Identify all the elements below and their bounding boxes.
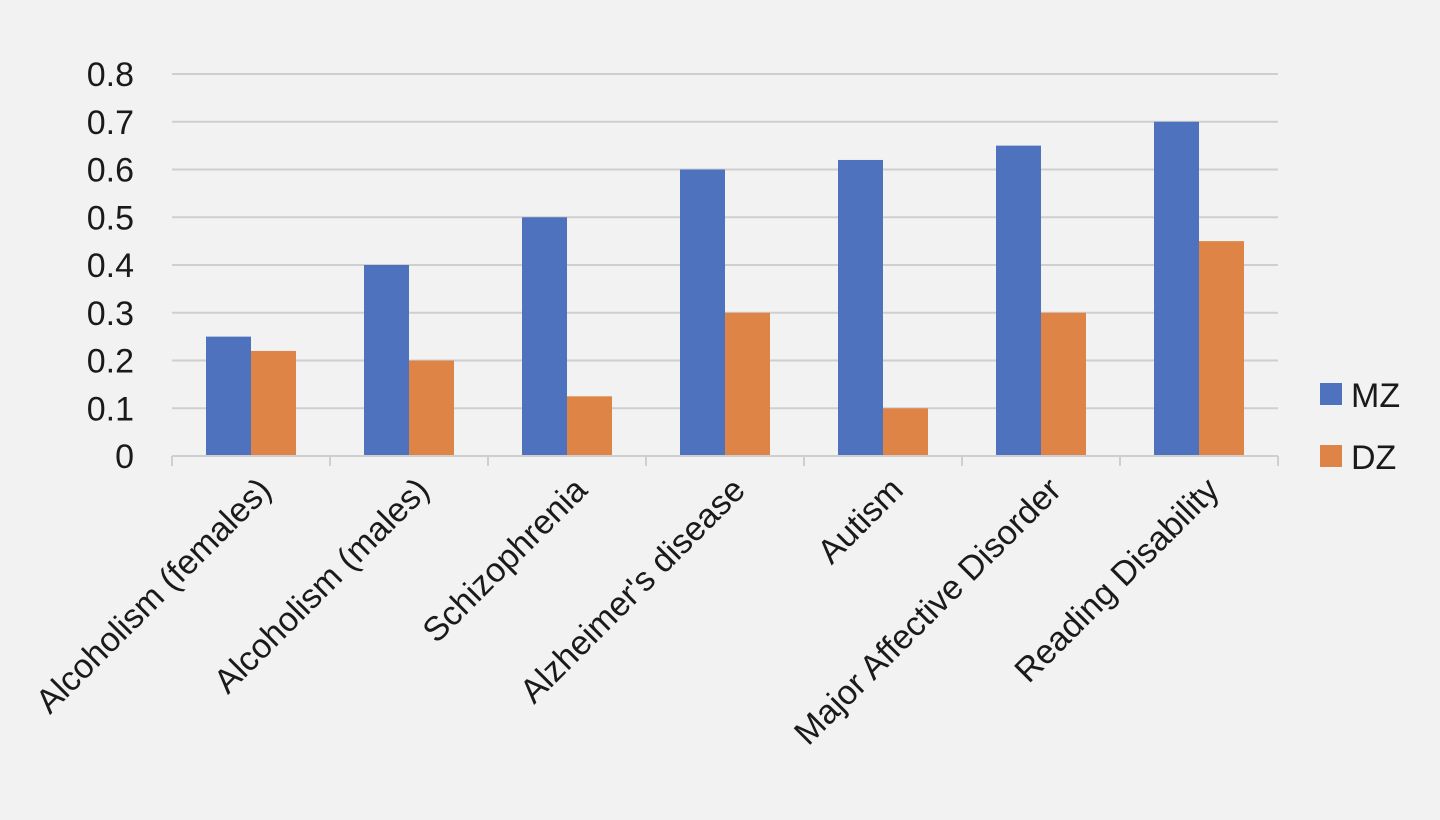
bar-mz bbox=[838, 159, 883, 456]
x-category-label: Schizophrenia bbox=[415, 471, 594, 650]
bar-dz bbox=[409, 360, 454, 456]
bar-dz bbox=[1199, 241, 1244, 456]
x-axis bbox=[171, 455, 1279, 466]
legend-label-mz: MZ bbox=[1351, 377, 1400, 415]
bar-dz bbox=[567, 396, 612, 456]
bar-mz bbox=[522, 217, 567, 456]
bar-dz bbox=[1041, 312, 1086, 456]
y-tick-label: 0.2 bbox=[87, 343, 134, 381]
bar-dz bbox=[251, 350, 296, 456]
y-tick-label: 0.3 bbox=[87, 295, 134, 333]
y-tick-label: 0.6 bbox=[87, 152, 134, 190]
legend: MZ DZ bbox=[1320, 377, 1400, 477]
y-tick-label: 0.4 bbox=[87, 247, 134, 285]
bar-dz bbox=[725, 312, 770, 456]
x-category-label: Autism bbox=[810, 471, 910, 571]
legend-swatch-dz bbox=[1320, 445, 1342, 467]
bars bbox=[206, 121, 1244, 456]
y-tick-label: 0.7 bbox=[87, 104, 134, 142]
x-category-label: Major Affective Disorder bbox=[787, 471, 1069, 753]
bar-mz bbox=[996, 145, 1041, 456]
legend-swatch-mz bbox=[1320, 383, 1342, 405]
bar-mz bbox=[1154, 121, 1199, 456]
bar-mz bbox=[680, 169, 725, 456]
bar-mz bbox=[206, 336, 251, 456]
y-tick-label: 0.5 bbox=[87, 199, 134, 237]
y-tick-label: 0.8 bbox=[87, 56, 134, 94]
y-tick-label: 0.1 bbox=[87, 390, 134, 428]
y-tick-label: 0 bbox=[115, 438, 134, 476]
bar-mz bbox=[364, 265, 409, 456]
x-axis-category-labels: Alcoholism (females)Alcoholism (males)Sc… bbox=[29, 471, 1227, 753]
y-axis-ticks: 0 0.1 0.2 0.3 0.4 0.5 0.6 0.7 0.8 bbox=[87, 56, 134, 476]
bar-dz bbox=[883, 408, 928, 456]
legend-label-dz: DZ bbox=[1351, 439, 1396, 477]
